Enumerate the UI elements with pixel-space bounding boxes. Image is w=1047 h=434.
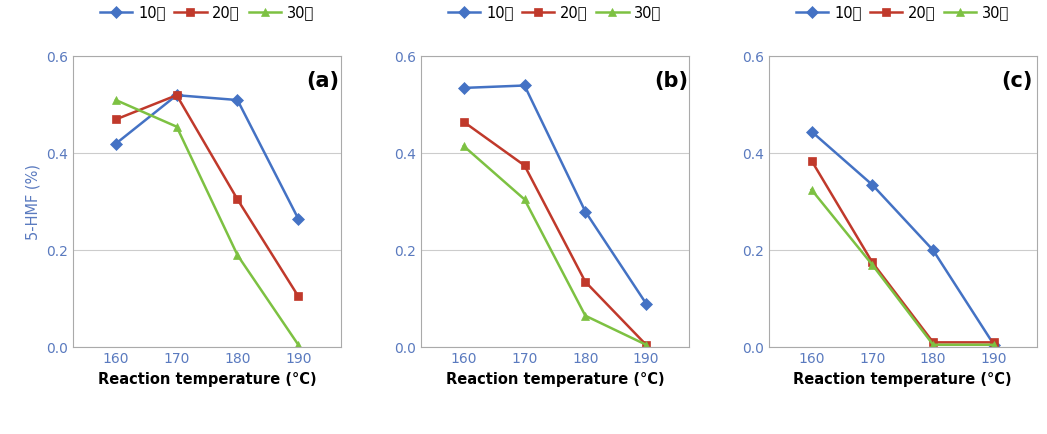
10분	[987, 342, 1000, 347]
Line: 10분: 10분	[112, 91, 303, 223]
30분	[805, 187, 818, 192]
20분	[987, 340, 1000, 345]
10분	[110, 141, 122, 146]
Legend: 10분, 20분, 30분: 10분, 20분, 30분	[448, 6, 662, 20]
30분	[866, 262, 878, 267]
10분	[292, 216, 305, 221]
20분	[231, 197, 244, 202]
10분	[805, 129, 818, 134]
Text: (b): (b)	[654, 71, 688, 91]
Line: 10분: 10분	[807, 127, 998, 349]
30분	[458, 144, 470, 149]
30분	[640, 342, 652, 347]
Line: 20분: 20분	[460, 118, 650, 349]
30분	[110, 97, 122, 102]
30분	[171, 124, 183, 129]
30분	[987, 342, 1000, 347]
Y-axis label: 5-HMF (%): 5-HMF (%)	[26, 164, 41, 240]
X-axis label: Reaction temperature (°C): Reaction temperature (°C)	[794, 372, 1012, 387]
20분	[458, 119, 470, 125]
Line: 20분: 20분	[112, 91, 303, 300]
10분	[518, 83, 531, 88]
10분	[231, 97, 244, 102]
20분	[805, 158, 818, 163]
20분	[518, 163, 531, 168]
Line: 30분: 30분	[112, 96, 303, 349]
30분	[518, 197, 531, 202]
10분	[579, 209, 592, 214]
20분	[171, 92, 183, 98]
10분	[458, 85, 470, 91]
20분	[927, 340, 939, 345]
X-axis label: Reaction temperature (°C): Reaction temperature (°C)	[97, 372, 316, 387]
Line: 30분: 30분	[807, 185, 998, 349]
20분	[110, 117, 122, 122]
Legend: 10분, 20분, 30분: 10분, 20분, 30분	[796, 6, 1009, 20]
30분	[292, 342, 305, 347]
30분	[231, 253, 244, 258]
20분	[866, 260, 878, 265]
Line: 20분: 20분	[807, 156, 998, 346]
20분	[640, 342, 652, 347]
Text: (c): (c)	[1002, 71, 1033, 91]
20분	[292, 294, 305, 299]
Legend: 10분, 20분, 30분: 10분, 20분, 30분	[101, 6, 314, 20]
10분	[640, 301, 652, 306]
20분	[579, 279, 592, 284]
Line: 10분: 10분	[460, 81, 650, 308]
10분	[171, 92, 183, 98]
Text: (a): (a)	[306, 71, 339, 91]
X-axis label: Reaction temperature (°C): Reaction temperature (°C)	[446, 372, 664, 387]
Line: 30분: 30분	[460, 142, 650, 349]
10분	[866, 182, 878, 187]
30분	[579, 313, 592, 318]
10분	[927, 248, 939, 253]
30분	[927, 342, 939, 347]
